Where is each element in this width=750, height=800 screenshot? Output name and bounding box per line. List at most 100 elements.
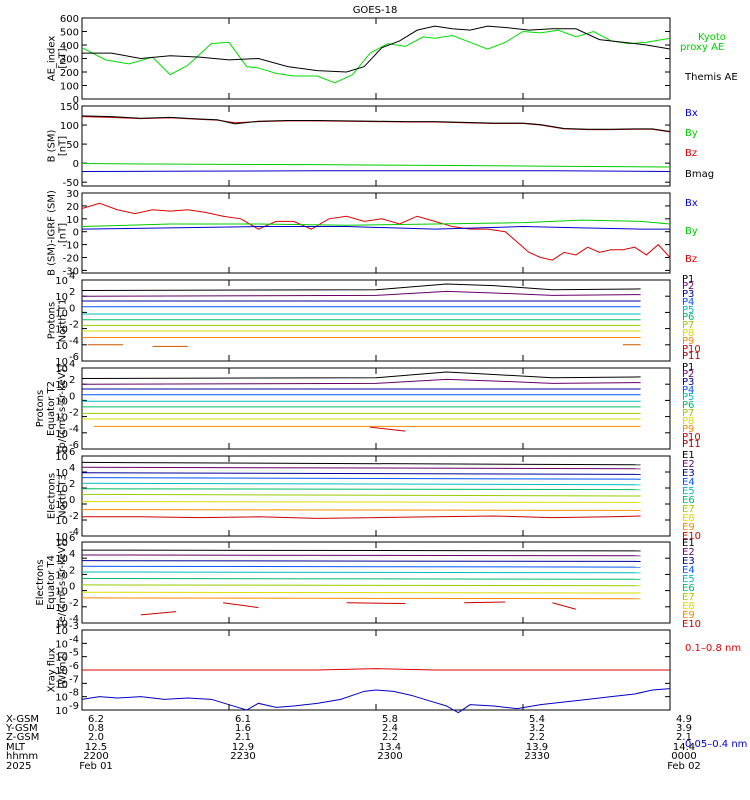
y-tick-label: 600 xyxy=(60,14,79,25)
y-tick-exponent: -6 xyxy=(69,440,79,451)
y-axis-label: North T3 xyxy=(58,474,69,518)
footer-value: 3.9 xyxy=(676,723,692,734)
y-tick-label: 10 xyxy=(55,626,68,637)
y-tick-label: 50 xyxy=(66,140,79,151)
legend-entry: P8 xyxy=(682,416,694,427)
y-tick-label: 10 xyxy=(55,468,68,479)
y-tick-exponent: 4 xyxy=(69,359,75,370)
footer-value: 0000 xyxy=(671,751,696,762)
y-tick-label: 10 xyxy=(55,380,68,391)
footer-ephemeris: X-GSMY-GSMZ-GSMMLThhmm20256.20.82.012.52… xyxy=(5,714,701,772)
y-tick-label: 10 xyxy=(55,308,68,319)
y-tick-label: 500 xyxy=(60,28,79,39)
series-line xyxy=(81,501,641,503)
y-tick-label: 10 xyxy=(55,603,68,614)
footer-row-label: 2025 xyxy=(6,761,31,772)
y-tick-label: 200 xyxy=(60,68,79,79)
footer-value: 3.2 xyxy=(529,723,545,734)
y-tick-exponent: -8 xyxy=(69,688,79,699)
footer-value: 2.1 xyxy=(235,732,251,743)
y-tick-exponent: 6 xyxy=(69,533,75,544)
legend-entry: E3 xyxy=(682,556,695,567)
legend-entry: Bz xyxy=(685,148,697,159)
y-tick-label: 10 xyxy=(55,532,68,543)
y-tick-exponent: -6 xyxy=(69,661,79,672)
series-line xyxy=(81,115,671,133)
footer-value: 5.4 xyxy=(529,714,545,725)
legend-entry: Bx xyxy=(685,198,698,209)
legend-entry: E6 xyxy=(682,495,695,506)
legend-entry: P8 xyxy=(682,328,694,339)
legend-entry: P2 xyxy=(682,281,694,292)
panel-2: -50 0 50 100 150 B (SM) [nT] Bx By Bz Bmag xyxy=(47,102,715,189)
series-line xyxy=(81,591,641,594)
y-axis-label: [nT] xyxy=(58,223,69,243)
y-tick-label: 10 xyxy=(55,413,68,424)
footer-row-label: MLT xyxy=(6,742,26,753)
y-tick-label: 30 xyxy=(66,189,79,200)
series-line xyxy=(81,549,641,552)
legend-entry: E4 xyxy=(682,477,695,488)
legend-entry: P1 xyxy=(682,362,694,373)
y-tick-label: 10 xyxy=(55,452,68,463)
y-axis-label: [nT] xyxy=(58,136,69,156)
y-tick-exponent: 2 xyxy=(69,565,75,576)
legend-entry: P7 xyxy=(682,320,694,331)
y-tick-exponent: 2 xyxy=(69,287,75,298)
series-line xyxy=(81,371,641,380)
series-line xyxy=(81,571,641,574)
series-line xyxy=(81,493,641,497)
y-axis-label: [p/(cm²-s-sr-keV)] xyxy=(57,365,68,453)
legend-entry: E2 xyxy=(682,459,695,470)
series-line xyxy=(81,226,670,230)
y-axis-label: North T1 xyxy=(58,299,69,343)
legend-entry: P4 xyxy=(682,297,694,308)
footer-value: 6.2 xyxy=(88,714,104,725)
series-line xyxy=(81,219,671,228)
y-tick-label: 0 xyxy=(73,228,79,239)
legend-entry: By xyxy=(685,226,698,237)
y-tick-exponent: -2 xyxy=(69,598,79,609)
series-line xyxy=(81,597,641,600)
footer-value: Feb 01 xyxy=(79,761,113,772)
y-tick-label: 10 xyxy=(55,587,68,598)
y-tick-label: 10 xyxy=(55,364,68,375)
y-tick-label: 100 xyxy=(60,82,79,93)
series-line xyxy=(552,602,577,610)
y-tick-label: 10 xyxy=(55,445,68,456)
y-tick-exponent: 0 xyxy=(69,495,75,506)
legend-entry: 0.1–0.8 nm xyxy=(685,643,741,654)
y-tick-label: 400 xyxy=(60,41,79,52)
y-tick-label: 0 xyxy=(73,95,79,106)
y-tick-label: -50 xyxy=(63,178,79,189)
y-tick-exponent: -2 xyxy=(69,320,79,331)
y-tick-label: -10 xyxy=(63,241,79,252)
y-axis-label: Electrons xyxy=(47,473,58,519)
footer-row-label: X-GSM xyxy=(6,714,39,725)
footer-value: 4.9 xyxy=(676,714,692,725)
legend-entry: E6 xyxy=(682,583,695,594)
footer-value: Feb 02 xyxy=(667,761,701,772)
footer-value: 14.4 xyxy=(673,742,695,753)
legend-entry: P10 xyxy=(682,432,701,443)
legend-entry: E2 xyxy=(682,547,695,558)
y-tick-exponent: -3 xyxy=(69,621,79,632)
y-tick-exponent: -4 xyxy=(69,336,79,347)
legend-entry: Bz xyxy=(685,254,697,265)
legend-entry: E1 xyxy=(682,450,695,461)
y-tick-exponent: 2 xyxy=(69,479,75,490)
footer-value: 13.9 xyxy=(526,742,548,753)
series-line xyxy=(81,29,671,84)
series-line xyxy=(81,688,671,714)
y-tick-exponent: -6 xyxy=(69,352,79,363)
y-axis-label: [nT] xyxy=(58,48,69,68)
y-tick-label: 0 xyxy=(73,159,79,170)
footer-value: 0.8 xyxy=(88,723,104,734)
y-tick-exponent: 2 xyxy=(69,375,75,386)
footer-row-label: hhmm xyxy=(6,751,38,762)
legend-entry: P6 xyxy=(682,400,694,411)
legend-entry: E3 xyxy=(682,468,695,479)
